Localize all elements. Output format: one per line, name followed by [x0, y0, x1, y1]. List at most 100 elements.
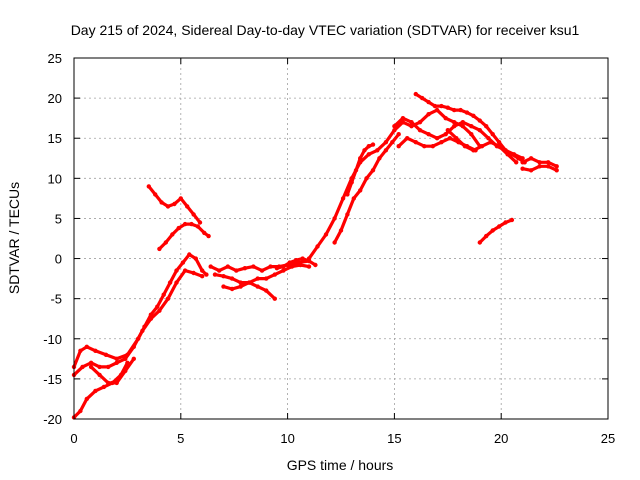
series-arc-13	[345, 143, 375, 196]
data-point	[358, 156, 363, 161]
data-point	[84, 344, 90, 349]
data-point	[445, 128, 450, 133]
data-point	[281, 268, 286, 273]
data-point	[392, 124, 397, 129]
data-point	[452, 107, 457, 113]
data-point	[462, 144, 468, 149]
data-point	[238, 280, 243, 285]
data-point	[289, 264, 295, 269]
data-point	[477, 128, 482, 133]
data-point	[477, 118, 482, 123]
data-point	[114, 360, 119, 365]
data-point	[496, 224, 502, 229]
data-point	[238, 284, 243, 289]
data-point	[268, 264, 273, 269]
data-point	[338, 228, 344, 233]
data-point	[464, 110, 470, 115]
y-axis-label: SDTVAR / TECUs	[6, 182, 22, 294]
data-point	[140, 328, 145, 333]
data-point	[208, 264, 213, 269]
y-tick-label: 15	[48, 131, 62, 146]
x-tick-label: 10	[280, 431, 294, 446]
y-tick-label: 10	[48, 171, 62, 186]
data-point	[259, 268, 265, 273]
data-point	[452, 124, 457, 129]
data-point	[313, 262, 318, 268]
series-layer	[71, 91, 559, 420]
data-point	[315, 244, 320, 249]
data-point	[445, 105, 450, 110]
data-point	[106, 364, 111, 370]
data-point	[200, 274, 205, 279]
data-point	[345, 192, 350, 197]
data-point	[426, 132, 431, 137]
data-point	[195, 224, 201, 229]
data-point	[161, 292, 166, 297]
data-point	[272, 272, 277, 277]
data-point	[460, 124, 465, 129]
data-point	[490, 132, 495, 137]
x-tick-label: 5	[177, 431, 184, 446]
data-point	[146, 184, 151, 189]
data-point	[443, 116, 448, 121]
data-point	[396, 132, 401, 137]
data-point	[281, 264, 286, 269]
data-point	[417, 120, 423, 125]
data-point	[114, 380, 119, 386]
data-point	[375, 148, 380, 153]
data-point	[454, 136, 459, 141]
data-point	[370, 168, 376, 173]
data-point	[413, 140, 418, 145]
data-point	[255, 276, 260, 281]
data-point	[400, 116, 406, 121]
data-point	[182, 268, 188, 273]
x-tick-label: 20	[494, 431, 508, 446]
data-point	[377, 156, 382, 161]
data-point	[434, 107, 440, 113]
data-point	[345, 212, 350, 217]
data-point	[432, 103, 438, 109]
data-point	[153, 192, 158, 197]
data-point	[420, 95, 425, 101]
data-point	[496, 140, 502, 145]
data-point	[287, 260, 292, 265]
grid	[74, 58, 608, 419]
data-point	[155, 304, 160, 309]
data-point	[178, 196, 183, 201]
data-point	[264, 288, 269, 293]
data-point	[546, 160, 551, 165]
data-point	[306, 256, 312, 261]
data-point	[520, 166, 525, 171]
data-point	[503, 220, 508, 225]
data-point	[200, 268, 205, 273]
data-point	[78, 348, 83, 353]
data-point	[477, 240, 482, 245]
data-point	[221, 284, 226, 289]
chart-title: Day 215 of 2024, Sidereal Day-to-day VTE…	[71, 22, 580, 38]
x-tick-label: 25	[601, 431, 615, 446]
data-point	[383, 140, 389, 145]
y-tick-label: -10	[43, 332, 62, 347]
data-point	[370, 142, 376, 147]
data-point	[364, 176, 369, 181]
data-point	[554, 168, 559, 173]
data-point	[332, 240, 337, 245]
data-point	[340, 196, 346, 201]
data-point	[157, 246, 162, 252]
data-point	[469, 124, 474, 129]
data-point	[255, 284, 260, 289]
series-arc-2	[72, 269, 204, 377]
data-point	[163, 240, 168, 245]
data-point	[426, 112, 431, 117]
data-point	[396, 144, 401, 149]
data-point	[148, 316, 154, 321]
data-point	[131, 344, 136, 349]
data-point	[165, 204, 171, 209]
data-point	[520, 160, 525, 165]
data-point	[383, 148, 389, 153]
data-point	[242, 266, 248, 271]
x-tick-label: 15	[387, 431, 401, 446]
data-point	[206, 233, 211, 239]
data-point	[93, 348, 98, 353]
y-tick-label: -20	[43, 412, 62, 427]
